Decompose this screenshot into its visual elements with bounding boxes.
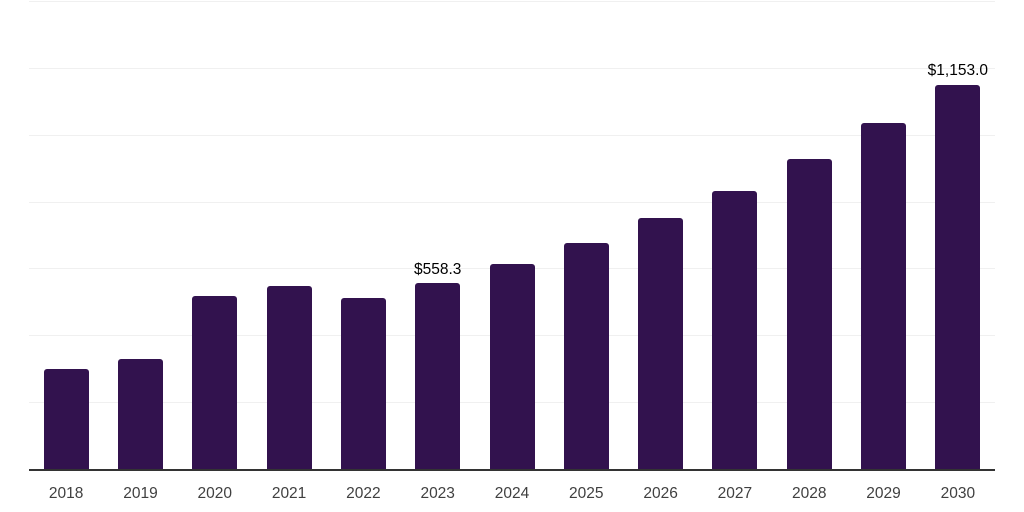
x-axis-line: [29, 469, 995, 471]
bar-2019[interactable]: [117, 359, 163, 470]
x-tick-label-2029: 2029: [866, 485, 901, 502]
x-tick-label-2020: 2020: [197, 485, 233, 502]
gridline-1200: [29, 67, 995, 69]
bar-2028[interactable]: [786, 159, 832, 470]
x-tick-label-2027: 2027: [717, 485, 753, 502]
bar-2025[interactable]: [563, 243, 609, 470]
bar-2029[interactable]: [861, 123, 907, 470]
bar-2024[interactable]: [489, 264, 535, 470]
x-tick-label-2028: 2028: [791, 485, 827, 502]
bar-2030[interactable]: [935, 84, 981, 470]
plot-area: $558.3 $1,153.0: [29, 1, 995, 470]
x-tick-label-2023: 2023: [420, 485, 455, 502]
value-label-2023: $558.3: [413, 260, 462, 278]
bar-2020[interactable]: [192, 296, 238, 470]
x-tick-label-2019: 2019: [123, 485, 158, 502]
bar-2023[interactable]: [415, 283, 461, 470]
gridline-1400: [29, 1, 995, 2]
x-tick-label-2026: 2026: [643, 485, 678, 502]
x-tick-label-2024: 2024: [494, 485, 530, 502]
bar-2026[interactable]: [638, 218, 684, 470]
x-tick-label-2030: 2030: [940, 485, 976, 502]
gridline-800: [29, 201, 995, 203]
value-label-2030: $1,153.0: [927, 62, 989, 80]
x-tick-label-2018: 2018: [48, 485, 84, 502]
x-tick-label-2021: 2021: [271, 485, 307, 502]
bar-2021[interactable]: [266, 286, 312, 470]
bar-2022[interactable]: [340, 298, 386, 470]
x-tick-label-2022: 2022: [346, 485, 381, 502]
bar-2018[interactable]: [43, 369, 89, 470]
bar-2027[interactable]: [712, 190, 758, 470]
x-tick-label-2025: 2025: [569, 485, 604, 502]
gridline-1000: [29, 134, 995, 136]
